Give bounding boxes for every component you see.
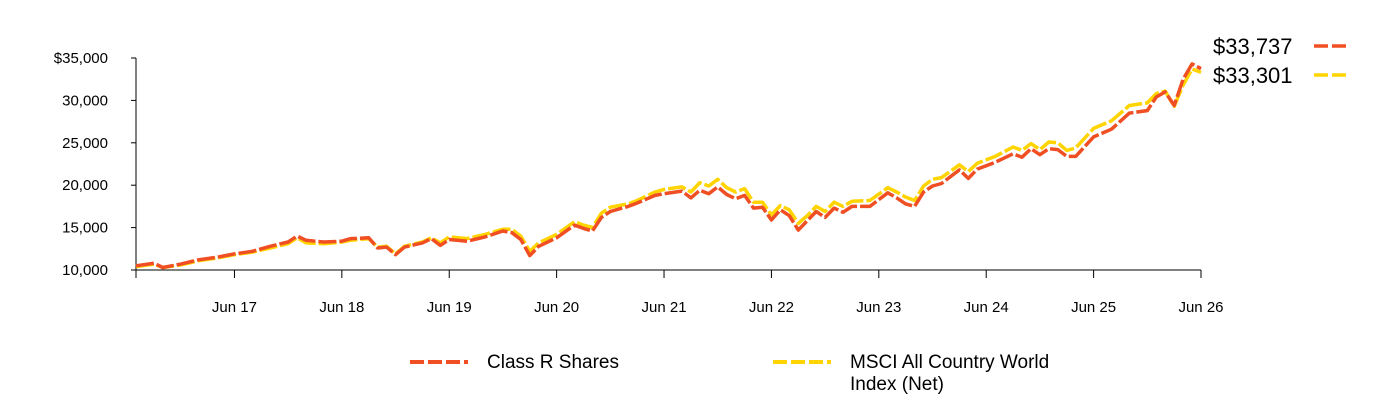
end-labels: $33,737 $33,301	[1213, 34, 1346, 88]
x-tick-label: Jun 24	[964, 299, 1009, 316]
x-tick-label: Jun 17	[212, 299, 257, 316]
legend-swatch-msci-acwi	[773, 360, 831, 364]
series-lines	[135, 62, 1202, 270]
legend-item-class-r-shares: Class R Shares	[408, 352, 737, 374]
end-value-label: $33,301	[1213, 63, 1293, 88]
y-tick-label: 25,000	[62, 135, 108, 152]
y-tick-label: 10,000	[62, 262, 108, 279]
x-tick-label: Jun 23	[856, 299, 901, 316]
x-tick-label: Jun 21	[642, 299, 687, 316]
x-tick-label: Jun 20	[534, 299, 579, 316]
end-value-label: $33,737	[1213, 34, 1293, 59]
x-tick-label: Jun 19	[427, 299, 472, 316]
series-line-class-r-shares	[135, 62, 1202, 270]
x-tick-label: Jun 22	[749, 299, 794, 316]
legend-swatch-class-r-shares	[410, 360, 468, 364]
x-tick-label: Jun 26	[1178, 299, 1223, 316]
y-tick-label: 30,000	[62, 92, 108, 109]
legend-label-msci-acwi: MSCI All Country World Index (Net)	[850, 352, 1050, 395]
legend-label-class-r-shares: Class R Shares	[487, 352, 619, 373]
x-axis: Jun 17 Jun 18 Jun 19 Jun 20 Jun 21 Jun 22 Jun …	[135, 269, 1224, 316]
y-tick-label: $35,000	[54, 50, 108, 67]
x-tick-label: Jun 18	[319, 299, 364, 316]
y-tick-label: 15,000	[62, 220, 108, 237]
y-tick-label: 20,000	[62, 177, 108, 194]
x-tick-label: Jun 25	[1071, 299, 1116, 316]
legend-item-msci-acwi: MSCI All Country World Index (Net)	[771, 352, 1090, 396]
y-axis: 10,000 15,000 20,000 25,000 30,000 $35,000	[54, 50, 137, 279]
legend: Class R Shares MSCI All Country World In…	[408, 352, 1090, 396]
